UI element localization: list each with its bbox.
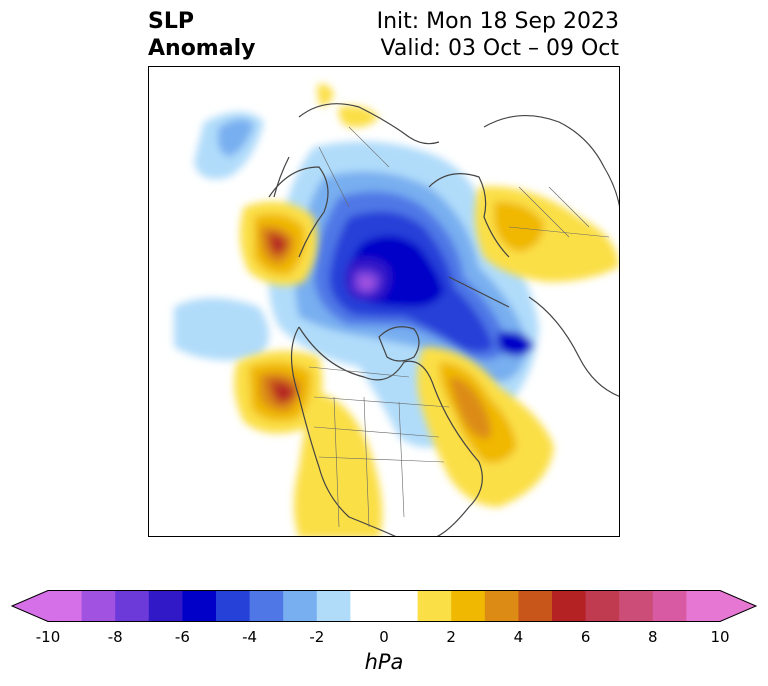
anomaly-map [174, 84, 619, 536]
colorbar-tick-label: 8 [648, 628, 658, 646]
valid-range: Valid: 03 Oct – 09 Oct [380, 36, 619, 61]
coastlines [268, 103, 619, 536]
colorbar-unit: hPa [364, 650, 404, 674]
colorbar-swatch [686, 590, 721, 622]
colorbar-tick-label: -8 [107, 628, 123, 646]
colorbar-tick-label: -2 [309, 628, 325, 646]
colorbar-swatch [148, 590, 183, 622]
map-title: SLP Anomaly [148, 8, 255, 62]
positive-anomaly-fields [234, 84, 619, 536]
colorbar-swatch [216, 590, 251, 622]
title-anomaly: Anomaly [148, 36, 256, 61]
colorbar-swatch [48, 590, 83, 622]
colorbar-tick-label: 6 [580, 628, 591, 646]
colorbar [10, 590, 758, 622]
colorbar-tick-label: 2 [446, 628, 456, 646]
colorbar-swatch [652, 590, 687, 622]
colorbar-extend-max [720, 590, 756, 622]
colorbar-swatch [115, 590, 150, 622]
date-info: Init: Mon 18 Sep 2023 Valid: 03 Oct – 09… [377, 8, 619, 62]
colorbar-swatch [81, 590, 116, 622]
colorbar-swatch [619, 590, 654, 622]
title-variable: SLP [148, 9, 194, 34]
colorbar-swatch [585, 590, 620, 622]
colorbar-swatch [484, 590, 519, 622]
colorbar-tick-label: -6 [174, 628, 190, 646]
colorbar-swatch [451, 590, 486, 622]
colorbar-swatches [10, 590, 758, 622]
colorbar-swatch [350, 590, 385, 622]
colorbar-swatch [552, 590, 587, 622]
political-borders [308, 126, 610, 528]
colorbar-tick-label: 4 [513, 628, 524, 646]
colorbar-extend-min [12, 590, 48, 622]
init-date: Init: Mon 18 Sep 2023 [376, 9, 619, 34]
colorbar-swatch [316, 590, 351, 622]
colorbar-tick-label: 10 [710, 628, 730, 646]
colorbar-swatch [518, 590, 553, 622]
colorbar-tick-label: -10 [35, 628, 61, 646]
colorbar-swatch [417, 590, 452, 622]
colorbar-outline [10, 590, 758, 622]
colorbar-swatch [384, 590, 419, 622]
colorbar-swatch [182, 590, 217, 622]
map-panel [148, 66, 620, 537]
colorbar-tick-label: 0 [379, 628, 389, 646]
colorbar-swatch [283, 590, 318, 622]
colorbar-tick-label: -4 [242, 628, 258, 646]
colorbar-swatch [249, 590, 284, 622]
